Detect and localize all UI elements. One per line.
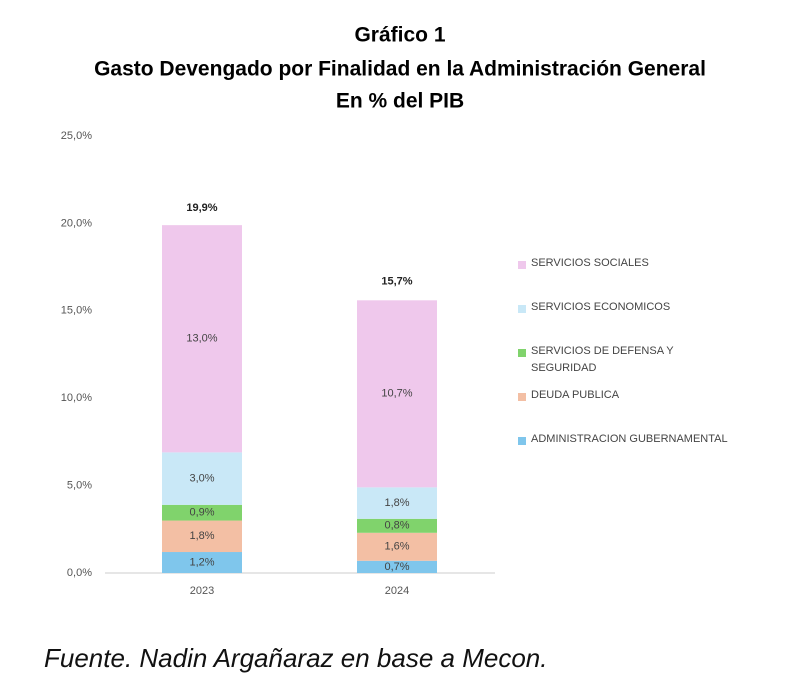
legend-item: DEUDA PUBLICA: [518, 389, 758, 434]
y-tick-label: 10,0%: [61, 392, 92, 404]
legend-swatch: [518, 349, 526, 357]
legend-label: DEUDA PUBLICA: [531, 389, 620, 401]
bar-segment: [162, 520, 242, 553]
y-tick-label: 5,0%: [67, 480, 92, 492]
data-label: 10,7%: [381, 388, 412, 400]
x-tick-label: 2023: [190, 585, 214, 597]
legend: SERVICIOS SOCIALES SERVICIOS ECONOMICOS SE…: [518, 257, 758, 478]
total-label: 15,7%: [381, 275, 412, 287]
bar-segment: [162, 225, 242, 453]
chart-subtitle: Gasto Devengado por Finalidad en la Admi…: [94, 58, 706, 81]
bar-segment: [162, 504, 242, 521]
data-label: 0,9%: [189, 507, 214, 519]
legend-label: SERVICIOS DE DEFENSA Y SEGURIDAD: [531, 345, 674, 374]
legend-item: SERVICIOS ECONOMICOS: [518, 301, 758, 346]
data-label: 1,8%: [384, 497, 409, 509]
data-label: 1,2%: [189, 556, 214, 568]
data-label: 1,6%: [384, 541, 409, 553]
y-tick-label: 15,0%: [61, 305, 92, 317]
bar-segment: [357, 300, 437, 488]
y-tick-label: 20,0%: [61, 217, 92, 229]
source: Fuente. Nadin Argañaraz en base a Mecon.: [44, 643, 547, 673]
data-label: 3,0%: [189, 473, 214, 485]
legend-label: SERVICIOS SOCIALES: [531, 257, 649, 269]
data-label: 0,7%: [384, 561, 409, 573]
data-label: 13,0%: [186, 333, 217, 345]
total-label: 19,9%: [186, 202, 217, 214]
legend-swatch: [518, 305, 526, 313]
legend-label: ADMINISTRACION GUBERNAMENTAL: [531, 433, 728, 445]
legend-item: SERVICIOS SOCIALES: [518, 257, 758, 302]
y-tick-label: 0,0%: [67, 567, 92, 579]
legend-swatch: [518, 261, 526, 269]
bar-segment: [357, 518, 437, 533]
x-tick-label: 2024: [385, 585, 409, 597]
data-label: 0,8%: [384, 520, 409, 532]
legend-swatch: [518, 393, 526, 401]
legend-item: ADMINISTRACION GUBERNAMENTAL: [518, 433, 758, 478]
bar-segment: [162, 552, 242, 573]
bar-segment: [357, 487, 437, 519]
legend-label: SERVICIOS ECONOMICOS: [531, 301, 671, 313]
data-label: 1,8%: [189, 530, 214, 542]
legend-item: SERVICIOS DE DEFENSA Y SEGURIDAD: [518, 345, 758, 390]
legend-swatch: [518, 437, 526, 445]
bar-segment: [357, 560, 437, 573]
bar-segment: [162, 452, 242, 505]
y-tick-label: 25,0%: [61, 130, 92, 142]
chart-unit-title: En % del PIB: [336, 90, 464, 113]
chart-title: Gráfico 1: [354, 24, 445, 47]
bar-segment: [357, 532, 437, 561]
